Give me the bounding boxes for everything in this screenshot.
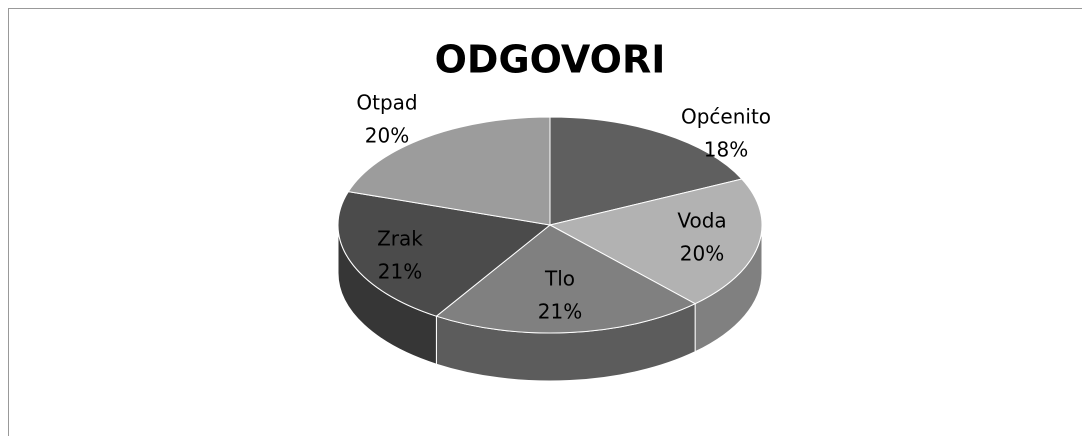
data-label-value: 21% [378, 260, 422, 284]
chart-title: ODGOVORI [435, 38, 666, 82]
pie-slice [435, 224, 697, 334]
pie-slice [347, 116, 551, 226]
data-label-name: Općenito [681, 105, 771, 129]
data-label-value: 20% [365, 124, 409, 148]
data-label-value: 20% [680, 242, 724, 266]
data-label-name: Otpad [356, 91, 417, 115]
chart-border [8, 8, 1082, 436]
pie-slice [548, 178, 763, 305]
data-label-name: Zrak [377, 227, 423, 251]
data-label-name: Tlo [544, 267, 575, 291]
pie-slice [549, 116, 743, 226]
pie-slice [337, 191, 552, 317]
data-label-name: Voda [677, 209, 726, 233]
data-label-value: 21% [538, 300, 582, 324]
data-label-value: 18% [704, 138, 748, 162]
